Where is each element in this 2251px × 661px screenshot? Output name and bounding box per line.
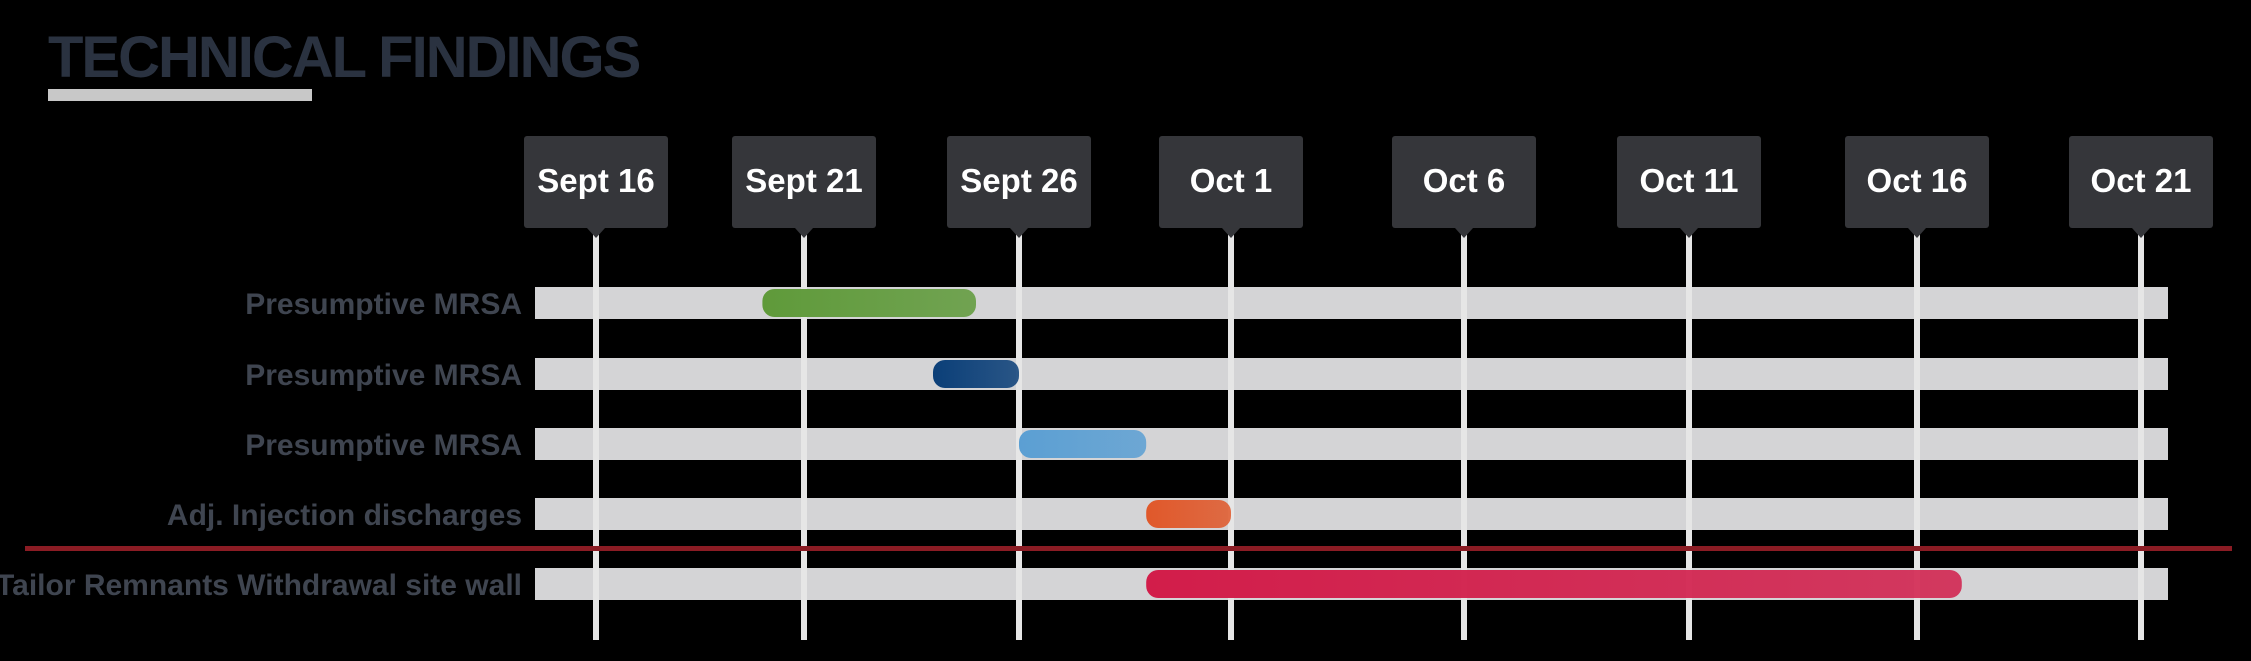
task-bar <box>1146 500 1231 528</box>
row-label: Tailor Remnants Withdrawal site wall <box>0 569 522 602</box>
tick-box <box>2069 136 2213 228</box>
grid-line <box>593 225 599 640</box>
grid-line <box>1228 225 1234 640</box>
tick-box <box>732 136 876 228</box>
title-underline <box>48 89 312 101</box>
tick-label: Oct 1 <box>1190 162 1273 199</box>
grid-line <box>801 225 807 640</box>
tick-pointer <box>1455 228 1473 238</box>
row-label: Presumptive MRSA <box>245 288 522 321</box>
divider-line <box>25 546 2232 551</box>
tick-label: Oct 11 <box>1639 162 1738 199</box>
tick-pointer <box>795 228 813 238</box>
tick-pointer <box>1222 228 1240 238</box>
task-bar <box>762 289 976 317</box>
row-track <box>535 498 2168 530</box>
chart-title: Technical Findings <box>48 25 641 90</box>
tick-label: Sept 26 <box>960 162 1077 199</box>
tick-pointer <box>1010 228 1028 238</box>
tick-label: Sept 21 <box>745 162 862 199</box>
grid-line <box>1914 225 1920 640</box>
grid-line <box>1461 225 1467 640</box>
grid-line <box>1686 225 1692 640</box>
tick-label: Oct 21 <box>2091 162 2192 199</box>
tick-box <box>1617 136 1761 228</box>
row-track <box>535 358 2168 390</box>
tick-box <box>1845 136 1989 228</box>
tick-label: Oct 16 <box>1867 162 1968 199</box>
task-bar <box>1019 430 1147 458</box>
tick-box <box>524 136 668 228</box>
tick-pointer <box>2132 228 2150 238</box>
grid-line <box>2138 225 2144 640</box>
tick-box <box>1392 136 1536 228</box>
tick-label: Oct 6 <box>1423 162 1506 199</box>
tick-pointer <box>1908 228 1926 238</box>
row-track <box>535 428 2168 460</box>
task-bar <box>1146 570 1962 598</box>
tick-label: Sept 16 <box>537 162 654 199</box>
grid-line <box>1016 225 1022 640</box>
tick-box <box>1159 136 1303 228</box>
row-label: Presumptive MRSA <box>245 359 522 392</box>
row-label: Adj. Injection discharges <box>167 499 522 532</box>
tick-pointer <box>1680 228 1698 238</box>
row-label: Presumptive MRSA <box>245 429 522 462</box>
task-bar <box>933 360 1019 388</box>
tick-pointer <box>587 228 605 238</box>
tick-box <box>947 136 1091 228</box>
